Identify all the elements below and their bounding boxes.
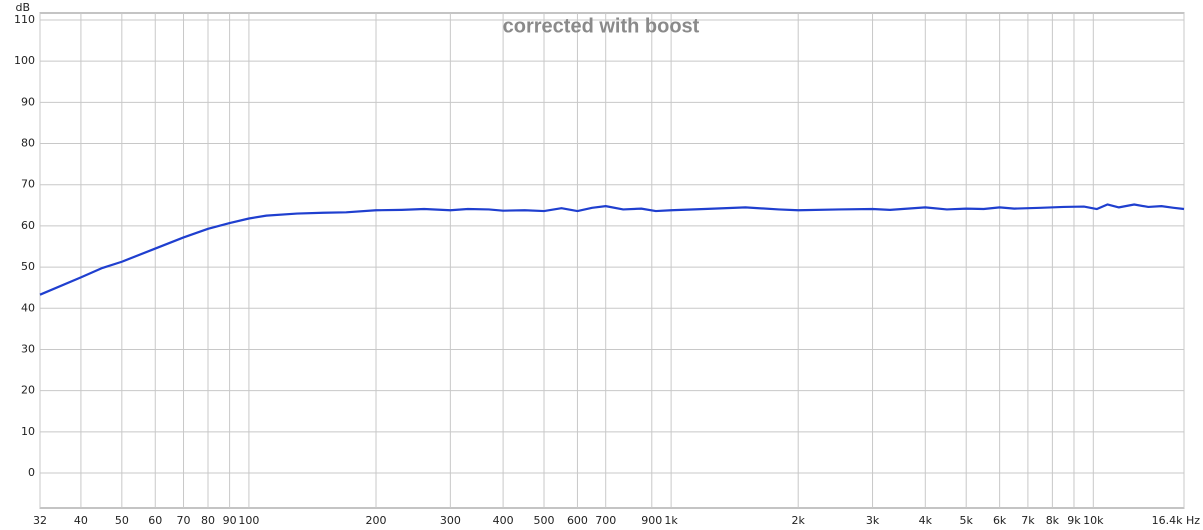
x-tick-label: 32 xyxy=(33,514,47,527)
y-tick-label: 110 xyxy=(14,13,35,26)
x-tick-label: 500 xyxy=(534,514,555,527)
x-tick-label: 16.4k Hz xyxy=(1152,514,1201,527)
y-tick-label: 80 xyxy=(21,137,35,150)
x-tick-label: 700 xyxy=(595,514,616,527)
x-tick-label: 7k xyxy=(1021,514,1035,527)
x-tick-label: 80 xyxy=(201,514,215,527)
x-tick-label: 400 xyxy=(493,514,514,527)
y-tick-label: 40 xyxy=(21,301,35,314)
y-tick-label: 60 xyxy=(21,219,35,232)
x-tick-label: 600 xyxy=(567,514,588,527)
y-tick-label: 10 xyxy=(21,425,35,438)
x-tick-label: 2k xyxy=(792,514,806,527)
x-tick-label: 3k xyxy=(866,514,880,527)
chart-title: corrected with boost xyxy=(503,15,700,37)
x-tick-label: 8k xyxy=(1046,514,1060,527)
response-line xyxy=(39,203,1185,296)
x-tick-label: 100 xyxy=(238,514,259,527)
x-tick-label: 5k xyxy=(960,514,974,527)
plot-frame xyxy=(39,12,1185,509)
y-tick-label: 70 xyxy=(21,178,35,191)
x-tick-label: 50 xyxy=(115,514,129,527)
y-tick-label: 0 xyxy=(28,466,35,479)
y-axis-label: dB xyxy=(15,1,30,14)
x-tick-label: 40 xyxy=(74,514,88,527)
y-tick-label: 90 xyxy=(21,95,35,108)
x-tick-label: 900 xyxy=(641,514,662,527)
x-tick-label: 70 xyxy=(177,514,191,527)
x-tick-label: 10k xyxy=(1083,514,1104,527)
x-tick-label: 9k xyxy=(1067,514,1081,527)
y-tick-label: 30 xyxy=(21,342,35,355)
x-tick-label: 60 xyxy=(148,514,162,527)
y-tick-label: 100 xyxy=(14,54,35,67)
x-tick-label: 6k xyxy=(993,514,1007,527)
y-tick-label: 20 xyxy=(21,384,35,397)
x-tick-label: 1k xyxy=(664,514,678,527)
x-tick-label: 200 xyxy=(366,514,387,527)
y-tick-label: 50 xyxy=(21,260,35,273)
x-tick-label: 300 xyxy=(440,514,461,527)
x-tick-label: 4k xyxy=(919,514,933,527)
x-tick-label: 90 xyxy=(223,514,237,527)
